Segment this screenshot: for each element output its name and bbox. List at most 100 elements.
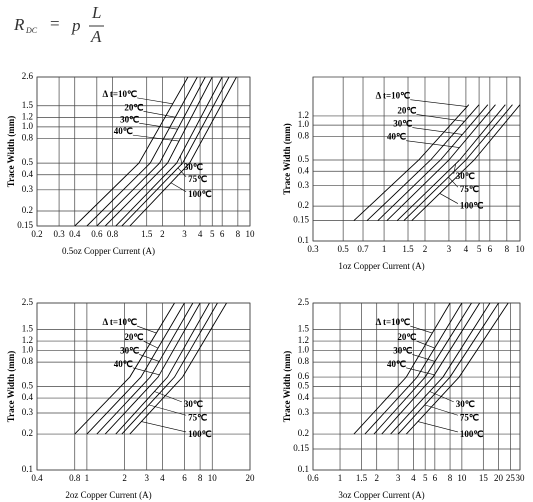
leader-line — [143, 340, 159, 349]
y-tick-label: 0.5 — [22, 381, 34, 391]
formula-num: L — [91, 3, 101, 22]
series-label: Δ t=10℃ — [376, 317, 411, 327]
series-line — [121, 303, 218, 435]
series-line — [381, 303, 481, 435]
leader-line — [439, 193, 459, 204]
x-tick-label: 0.4 — [31, 473, 43, 483]
leader-line — [139, 122, 178, 130]
leader-line — [412, 354, 436, 362]
x-axis-title: 3oz Copper Current (A) — [338, 490, 424, 500]
series-line — [115, 77, 223, 226]
y-axis-title: Trace Width (mm) — [282, 123, 292, 195]
y-tick-label: 0.15 — [17, 220, 33, 230]
x-tick-label: 30 — [516, 473, 526, 483]
series-label: Δ t=10℃ — [376, 91, 411, 101]
x-tick-label: 6 — [488, 244, 493, 254]
series-line — [104, 303, 201, 435]
series-label: 30℃ — [120, 114, 139, 124]
leader-line — [410, 99, 468, 107]
x-tick-label: 10 — [246, 229, 256, 239]
series-label: 20℃ — [124, 332, 143, 342]
leader-line — [141, 421, 187, 433]
x-tick-label: 0.2 — [31, 229, 42, 239]
series-label: 100℃ — [460, 201, 484, 211]
y-tick-label: 0.5 — [298, 154, 310, 164]
x-tick-label: 15 — [479, 473, 489, 483]
series-label: 75℃ — [460, 184, 479, 194]
series-label: 30℃ — [456, 399, 475, 409]
formula-den: A — [90, 27, 102, 46]
x-tick-label: 4 — [198, 229, 203, 239]
formula: R DC = p L A — [13, 3, 104, 46]
x-tick-label: 1 — [85, 473, 90, 483]
chart: 0.2 0.3 0.4 0.6 0.8 1.5 2 3 4 5 6 8 100.150.20.30.40… — [6, 71, 255, 256]
series-line — [386, 104, 496, 221]
leader-line — [132, 134, 180, 142]
x-tick-label: 8 — [198, 473, 203, 483]
leader-line — [137, 97, 173, 105]
y-tick-label: 1.0 — [298, 345, 310, 355]
series-line — [353, 104, 470, 221]
leader-line — [177, 167, 187, 178]
series-label: 30℃ — [184, 399, 203, 409]
x-axis-title: 0.5oz Copper Current (A) — [62, 246, 155, 256]
y-tick-label: 2.5 — [22, 297, 34, 307]
y-axis-title: Trace Width (mm) — [6, 351, 16, 423]
series-line — [377, 104, 489, 221]
y-tick-label: 1.0 — [298, 119, 310, 129]
x-tick-label: 3 — [396, 473, 401, 483]
series-line — [397, 303, 499, 435]
series-line — [396, 104, 506, 221]
series-label: 100℃ — [188, 429, 212, 439]
leader-line — [453, 163, 456, 175]
leader-line — [412, 127, 463, 135]
x-tick-label: 10 — [516, 244, 526, 254]
x-tick-label: 1 — [382, 244, 387, 254]
formula-sub: DC — [25, 26, 38, 35]
leader-line — [429, 391, 454, 403]
plot-frame — [312, 302, 521, 471]
leader-line — [148, 404, 187, 416]
formula-rho: p — [71, 16, 81, 35]
x-tick-label: 0.3 — [307, 244, 319, 254]
y-tick-label: 0.5 — [298, 381, 310, 391]
x-tick-label: 0.5 — [338, 244, 350, 254]
y-tick-label: 0.2 — [22, 428, 33, 438]
x-tick-label: 4 — [411, 473, 416, 483]
x-tick-label: 3 — [144, 473, 149, 483]
series-line — [411, 104, 520, 221]
series-line — [96, 77, 206, 226]
y-tick-label: 0.4 — [298, 392, 310, 402]
series-label: Δ t=10℃ — [102, 89, 137, 99]
series-label: 30℃ — [184, 162, 203, 172]
x-tick-label: 3 — [447, 244, 452, 254]
y-axis-title: Trace Width (mm) — [282, 351, 292, 423]
x-tick-label: 25 — [506, 473, 516, 483]
series-line — [121, 77, 230, 226]
x-tick-label: 4 — [464, 244, 469, 254]
y-tick-label: 0.1 — [22, 464, 33, 474]
series-line — [403, 104, 513, 221]
chart: 0.4 0.8 1 2 3 4 6 8 10 200.10.20.30.40.50.81.01.2… — [6, 297, 255, 500]
y-tick-label: 0.2 — [22, 205, 33, 215]
leader-line — [170, 182, 187, 192]
series-line — [129, 303, 227, 435]
series-label: 20℃ — [124, 102, 143, 112]
x-tick-label: 2 — [122, 473, 127, 483]
y-tick-label: 0.3 — [22, 184, 34, 194]
x-tick-label: 2 — [423, 244, 428, 254]
x-axis-title: 1oz Copper Current (A) — [338, 261, 424, 271]
leader-line — [180, 155, 183, 165]
formula-lhs: R — [13, 15, 25, 34]
x-tick-label: 8 — [448, 473, 453, 483]
series-line — [405, 303, 509, 435]
x-tick-label: 0.8 — [107, 229, 119, 239]
leader-line — [416, 114, 465, 122]
series-label: Δ t=10℃ — [102, 317, 137, 327]
y-tick-label: 2.5 — [298, 297, 310, 307]
x-tick-label: 1.5 — [141, 229, 153, 239]
x-tick-label: 10 — [208, 473, 218, 483]
series-label: 20℃ — [397, 106, 416, 116]
x-tick-label: 2 — [160, 229, 165, 239]
